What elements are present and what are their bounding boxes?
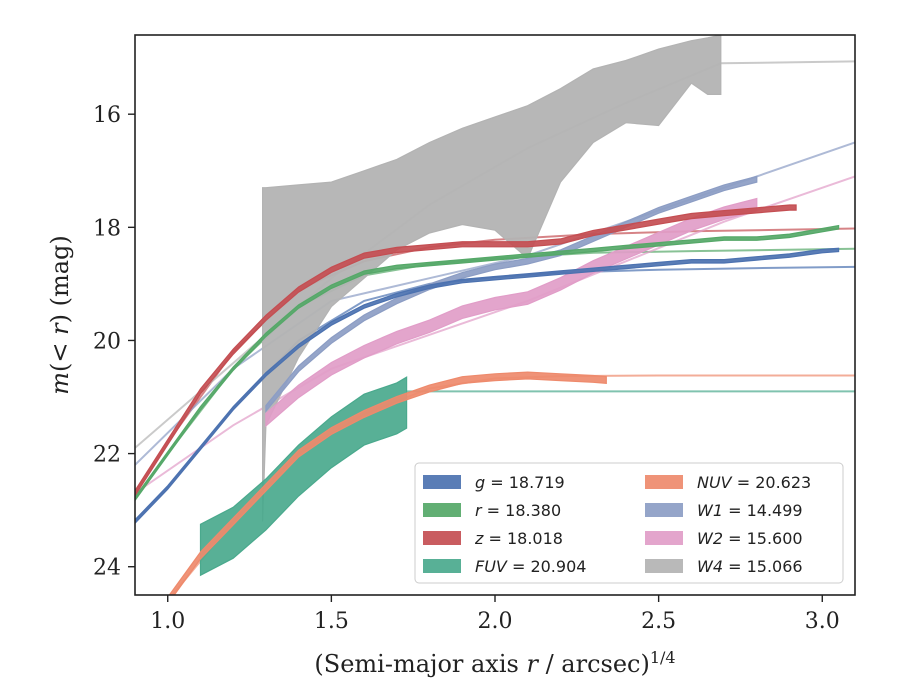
data-band-r bbox=[135, 224, 840, 502]
legend-swatch-w2 bbox=[645, 531, 683, 545]
y-tick-label: 16 bbox=[93, 103, 121, 128]
legend-label-fuv: FUV = 20.904 bbox=[475, 557, 586, 576]
legend-swatch-r bbox=[423, 503, 461, 517]
legend-swatch-w4 bbox=[645, 559, 683, 573]
data-band-z bbox=[135, 204, 797, 497]
legend-label-r: r = 18.380 bbox=[475, 501, 561, 520]
legend-swatch-fuv bbox=[423, 559, 461, 573]
model-curve-z bbox=[135, 227, 855, 494]
legend-label-w4: W4 = 15.066 bbox=[697, 557, 803, 576]
x-tick-label: 2.5 bbox=[641, 609, 676, 634]
x-axis-label: (Semi-major axis r / arcsec)1/4 bbox=[314, 648, 675, 679]
legend-label-w2: W2 = 15.600 bbox=[697, 529, 803, 548]
legend-swatch-z bbox=[423, 531, 461, 545]
data-band-g bbox=[135, 247, 840, 525]
legend-label-w1: W1 = 14.499 bbox=[697, 501, 803, 520]
y-tick-label: 22 bbox=[93, 443, 121, 468]
data-band-fuv bbox=[199, 376, 408, 577]
legend-swatch-g bbox=[423, 475, 461, 489]
x-tick-label: 1.5 bbox=[314, 609, 349, 634]
legend-label-z: z = 18.018 bbox=[474, 529, 563, 548]
legend-label-nuv: NUV = 20.623 bbox=[697, 473, 811, 492]
y-tick-label: 20 bbox=[93, 329, 121, 354]
legend-box bbox=[414, 462, 844, 584]
data-band-nuv bbox=[168, 371, 607, 595]
x-axis-ticks: 1.0 1.5 2.0 2.5 3.0 bbox=[150, 595, 840, 634]
y-tick-label: 18 bbox=[93, 216, 121, 241]
x-tick-label: 3.0 bbox=[805, 609, 840, 634]
data-bands bbox=[135, 35, 840, 595]
legend-swatch-w1 bbox=[645, 503, 683, 517]
model-curve-w2 bbox=[135, 175, 855, 495]
legend-swatch-nuv bbox=[645, 475, 683, 489]
x-tick-label: 1.0 bbox=[150, 609, 185, 634]
y-tick-label: 24 bbox=[93, 556, 121, 581]
legend: g = 18.719 r = 18.380 z = 18.018 FUV = 20.9… bbox=[414, 462, 844, 584]
y-axis-label: m(< r) (mag) bbox=[46, 235, 74, 395]
x-tick-label: 2.0 bbox=[478, 609, 513, 634]
data-band-w1 bbox=[265, 175, 758, 413]
y-axis-ticks: 16 18 20 22 24 bbox=[93, 103, 135, 581]
legend-label-g: g = 18.719 bbox=[475, 473, 565, 492]
